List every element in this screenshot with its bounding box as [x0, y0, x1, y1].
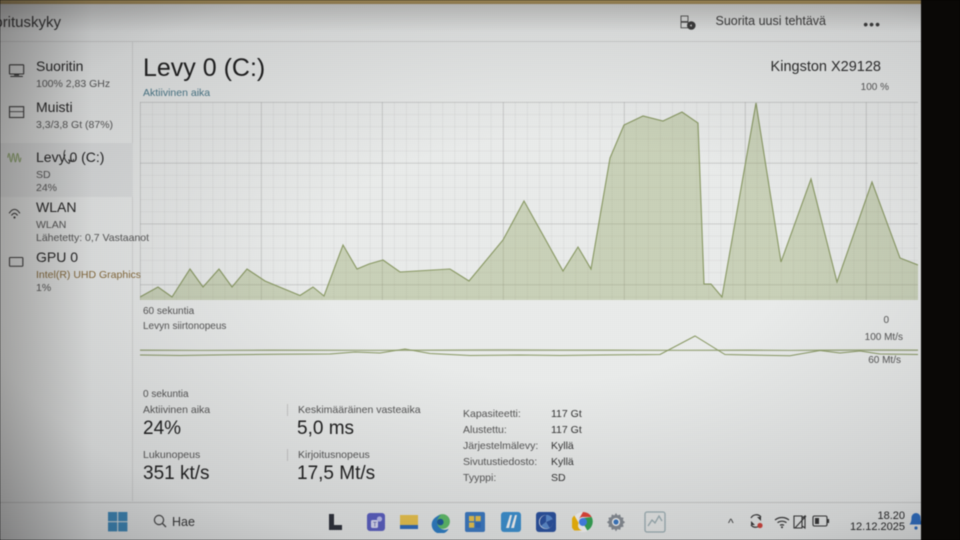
svg-text:T: T — [373, 523, 377, 529]
